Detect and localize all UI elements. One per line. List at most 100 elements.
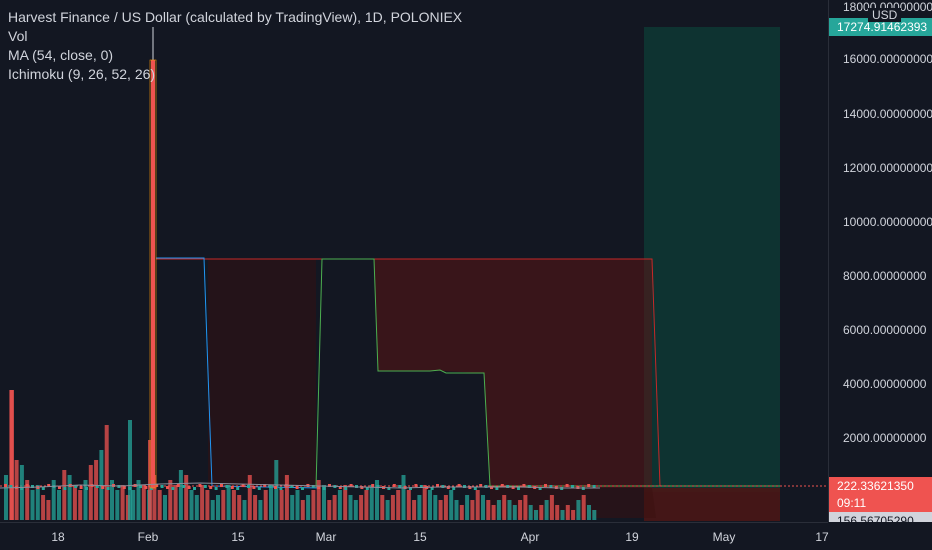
candle — [479, 484, 483, 487]
time-tick: 17 — [815, 530, 829, 544]
time-tick: 18 — [51, 530, 65, 544]
volume-bar — [412, 500, 417, 520]
price-spike-candle[interactable] — [151, 60, 155, 488]
candle — [322, 487, 326, 490]
volume-bar — [364, 490, 369, 520]
volume-bar — [496, 500, 501, 520]
volume-bar — [507, 500, 512, 520]
price-spike-outline — [149, 59, 157, 489]
candle — [549, 485, 553, 488]
time-tick: 19 — [625, 530, 639, 544]
candle — [301, 487, 304, 490]
candle — [176, 484, 180, 487]
time-tick: Mar — [315, 530, 337, 544]
volume-bar — [173, 485, 178, 520]
candle — [122, 486, 126, 489]
candle — [203, 485, 207, 488]
volume-bar — [449, 490, 454, 520]
price-axis[interactable]: 18000.00000000 16000.00000000 14000.0000… — [828, 0, 932, 522]
projection-zone — [644, 27, 780, 492]
volume-bar — [128, 420, 132, 520]
volume-bar — [375, 480, 379, 520]
candle — [236, 487, 240, 490]
candle — [257, 487, 261, 490]
volume-bar — [316, 480, 321, 520]
currency-label[interactable]: USD — [868, 8, 902, 22]
volume-bar — [284, 475, 289, 520]
price-tick: 6000.00000000 — [843, 323, 927, 337]
candle — [457, 484, 461, 487]
volume-bar — [274, 460, 279, 520]
candle — [571, 485, 574, 488]
volume-bar — [104, 425, 109, 520]
candle — [247, 485, 250, 488]
candle — [144, 486, 148, 489]
volume-bars — [4, 390, 597, 520]
volume-bar — [263, 490, 268, 520]
volume-bar — [269, 485, 273, 520]
candle — [9, 485, 13, 488]
time-axis[interactable]: 18 Feb 15 Mar 15 Apr 19 May 17 — [0, 522, 829, 550]
volume-bar — [454, 500, 459, 520]
candle — [20, 487, 24, 490]
volume-bar — [406, 490, 411, 520]
volume-bar — [115, 490, 120, 520]
candle — [295, 486, 299, 489]
candle — [517, 487, 520, 490]
volume-bar — [353, 500, 358, 520]
volume-bar — [534, 510, 538, 520]
price-tick: 14000.00000000 — [843, 107, 932, 121]
candle — [160, 485, 164, 488]
volume-bar — [486, 500, 491, 520]
volume-bar — [19, 465, 24, 520]
candle — [193, 487, 196, 490]
volume-bar — [491, 505, 496, 520]
legend-ma: MA (54, close, 0) — [8, 47, 114, 63]
time-tick: 15 — [231, 530, 245, 544]
volume-bar — [332, 495, 337, 520]
candle — [452, 487, 456, 490]
candle — [495, 487, 499, 490]
price-chart[interactable] — [0, 0, 828, 522]
price-tick: 2000.00000000 — [843, 431, 927, 445]
candle — [500, 484, 504, 487]
volume-bar — [51, 480, 56, 520]
legend-ichimoku: Ichimoku (9, 26, 52, 26) — [8, 66, 156, 82]
volume-bar — [231, 490, 236, 520]
volume-bar — [157, 490, 162, 520]
candle — [522, 484, 526, 487]
volume-bar — [10, 390, 14, 520]
volume-bar — [544, 500, 549, 520]
volume-bar — [475, 490, 480, 520]
last-price-badge: 222.33621350 — [829, 477, 932, 495]
volume-bar — [539, 505, 544, 520]
volume-bar — [290, 495, 295, 520]
candle — [241, 484, 245, 487]
candle — [166, 486, 169, 489]
volume-bar — [587, 505, 591, 520]
candle — [328, 484, 331, 487]
volume-bar — [72, 485, 77, 520]
candle — [171, 487, 175, 490]
volume-bar — [205, 490, 210, 520]
candle — [252, 486, 256, 489]
volume-bar — [396, 490, 401, 520]
volume-bar — [571, 510, 576, 520]
volume-bar — [25, 480, 30, 520]
chart-area[interactable]: Harvest Finance / US Dollar (calculated … — [0, 0, 828, 522]
ichimoku-cloud-red-left — [208, 259, 316, 488]
candle — [387, 487, 391, 490]
volume-bar — [523, 495, 528, 520]
candle — [117, 485, 121, 488]
candle — [414, 484, 418, 487]
candle — [209, 486, 213, 489]
candle — [101, 486, 105, 489]
candle — [149, 487, 153, 490]
legend-title: Harvest Finance / US Dollar (calculated … — [8, 9, 463, 25]
volume-bar — [78, 490, 83, 520]
price-tick: 16000.00000000 — [843, 52, 932, 66]
candle — [436, 484, 439, 487]
volume-bar — [359, 495, 364, 520]
volume-bar — [592, 510, 597, 520]
volume-bar — [242, 500, 247, 520]
